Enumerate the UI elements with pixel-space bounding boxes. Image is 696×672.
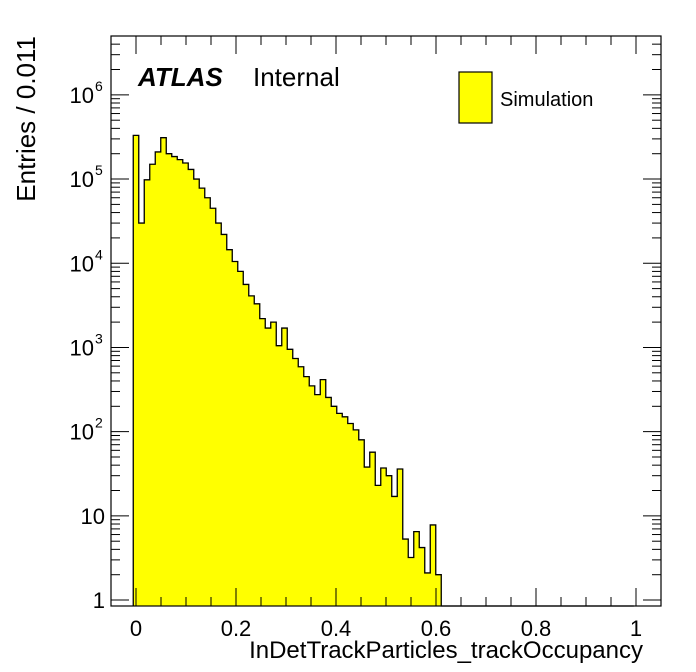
histogram-bin [155, 151, 162, 607]
histogram-bin [221, 234, 228, 607]
histogram-bin [342, 416, 349, 606]
histogram-bin [182, 163, 189, 606]
x-tick-label: 0.8 [521, 616, 552, 641]
histogram-bin [369, 452, 376, 606]
histogram-bin [397, 469, 404, 606]
histogram-bin [254, 303, 261, 606]
y-tick-exponent: 5 [95, 162, 103, 178]
y-tick-exponent: 4 [95, 246, 103, 262]
histogram-bin [314, 394, 321, 606]
histogram-bin [347, 423, 354, 606]
histogram-bin [292, 358, 299, 606]
y-tick-label: 10 [81, 504, 105, 529]
histogram-bars [133, 135, 442, 607]
y-tick-label: 10 [70, 251, 94, 276]
histogram-bin [248, 295, 255, 606]
histogram-bin [171, 156, 178, 606]
histogram-bin [199, 188, 206, 606]
internal-label: Internal [253, 62, 340, 92]
y-tick-label: 1 [93, 588, 105, 613]
histogram-bin [138, 223, 145, 606]
histogram-bin [237, 271, 244, 606]
histogram-bin [364, 467, 371, 606]
histogram-bin [435, 574, 442, 606]
x-tick-label: 0 [130, 616, 142, 641]
histogram-bin [281, 328, 288, 606]
histogram-bin [325, 397, 332, 606]
histogram-bin [276, 345, 283, 606]
histogram-bin [215, 223, 222, 606]
histogram-bin [353, 429, 360, 606]
histogram-bin [358, 439, 365, 606]
x-tick-label: 1 [630, 616, 642, 641]
histogram-bin [265, 328, 272, 606]
legend-label-simulation: Simulation [500, 89, 593, 111]
y-tick-exponent: 3 [95, 331, 103, 347]
x-axis-title: InDetTrackParticles_trackOccupancy [249, 637, 643, 664]
histogram-bin [270, 322, 277, 606]
y-tick-exponent: 6 [95, 78, 103, 94]
histogram-bin [226, 249, 233, 607]
y-tick-label: 10 [70, 83, 94, 108]
x-tick-label: 0.2 [221, 616, 252, 641]
histogram-bin [210, 208, 217, 606]
y-tick-exponent: 2 [95, 415, 103, 431]
histogram-bin [320, 379, 327, 606]
atlas-label: ATLAS [137, 62, 223, 92]
y-axis-title: Entries / 0.011 [11, 36, 41, 202]
histogram-bin [336, 413, 343, 606]
histogram-bin [331, 406, 338, 606]
histogram-bin [204, 197, 211, 607]
y-tick-label: 10 [70, 420, 94, 445]
y-tick-label: 10 [70, 167, 94, 192]
histogram-bin [166, 153, 173, 606]
histogram-bin [419, 547, 426, 606]
histogram-bin [188, 169, 195, 606]
histogram-bin [298, 366, 305, 606]
y-tick-label: 10 [70, 336, 94, 361]
x-tick-label: 0.6 [421, 616, 452, 641]
histogram-bin [193, 179, 200, 607]
histogram-bin [149, 164, 156, 607]
histogram-bin [424, 572, 431, 606]
histogram-bin [375, 485, 382, 606]
histogram-bin [386, 475, 393, 606]
histogram-bin [413, 531, 420, 606]
histogram-bin [380, 468, 387, 606]
histogram-bin [402, 539, 409, 606]
histogram-bin [408, 557, 415, 606]
histogram-bin [144, 179, 151, 607]
histogram-bin [160, 137, 167, 606]
axis-ticks [110, 35, 662, 606]
histogram-bin [232, 261, 239, 606]
histogram-bin [243, 284, 250, 606]
x-tick-labels: 0 0.2 0.4 0.6 0.8 1 [130, 616, 642, 641]
histogram-bin [309, 385, 316, 606]
histogram-bin [177, 159, 184, 606]
histogram-bin [133, 135, 140, 606]
legend-swatch [458, 71, 493, 124]
histogram-bin [259, 318, 266, 606]
histogram-bin [287, 349, 294, 606]
histogram-bin [303, 376, 310, 606]
histogram-bin [430, 524, 437, 606]
histogram-bin [391, 496, 398, 606]
x-tick-label: 0.4 [321, 616, 352, 641]
